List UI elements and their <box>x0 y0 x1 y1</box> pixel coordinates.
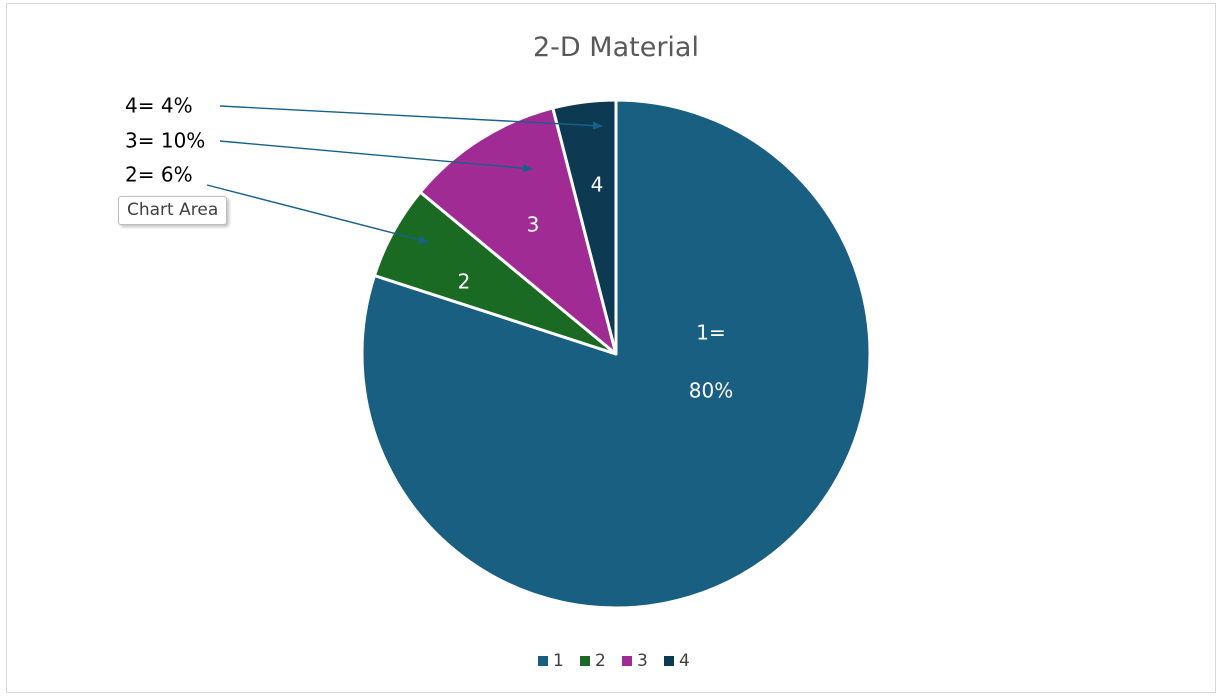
slice-labels-layer: 1= 80% 2 3 4 <box>458 173 734 403</box>
callout-label-2: 2= 6% <box>125 163 193 187</box>
pie-slice-3[interactable] <box>418 106 618 356</box>
legend-label-1: 1 <box>553 651 564 671</box>
slice-label-3: 3 <box>527 213 540 237</box>
pie-slice-1[interactable] <box>360 98 872 610</box>
callout-label-4: 4= 4% <box>125 94 193 118</box>
legend-swatch-2 <box>580 656 590 666</box>
legend-swatch-1 <box>538 656 548 666</box>
legend: 1 2 3 4 <box>538 651 690 671</box>
slice-label-2: 2 <box>458 270 471 294</box>
callout-label-3: 3= 10% <box>125 129 205 153</box>
chart-area-tooltip: Chart Area <box>118 196 228 225</box>
legend-label-2: 2 <box>595 651 606 671</box>
pie-slice-4[interactable] <box>551 98 618 356</box>
slices-layer <box>360 98 872 610</box>
callouts-layer: 4= 4% 3= 10% 2= 6% <box>125 94 603 244</box>
legend-swatch-3 <box>622 656 632 666</box>
chart-title: 2-D Material <box>533 32 699 63</box>
legend-swatch-4 <box>664 656 674 666</box>
slice-label-1-line-2: 80% <box>689 379 733 403</box>
legend-label-3: 3 <box>637 651 648 671</box>
callout-arrow-4 <box>219 105 603 130</box>
callout-arrow-2 <box>206 184 429 244</box>
legend-label-4: 4 <box>679 651 690 671</box>
slice-label-1-line-1: 1= <box>696 321 725 345</box>
callout-arrow-3 <box>219 140 533 173</box>
slice-label-4: 4 <box>591 173 604 197</box>
